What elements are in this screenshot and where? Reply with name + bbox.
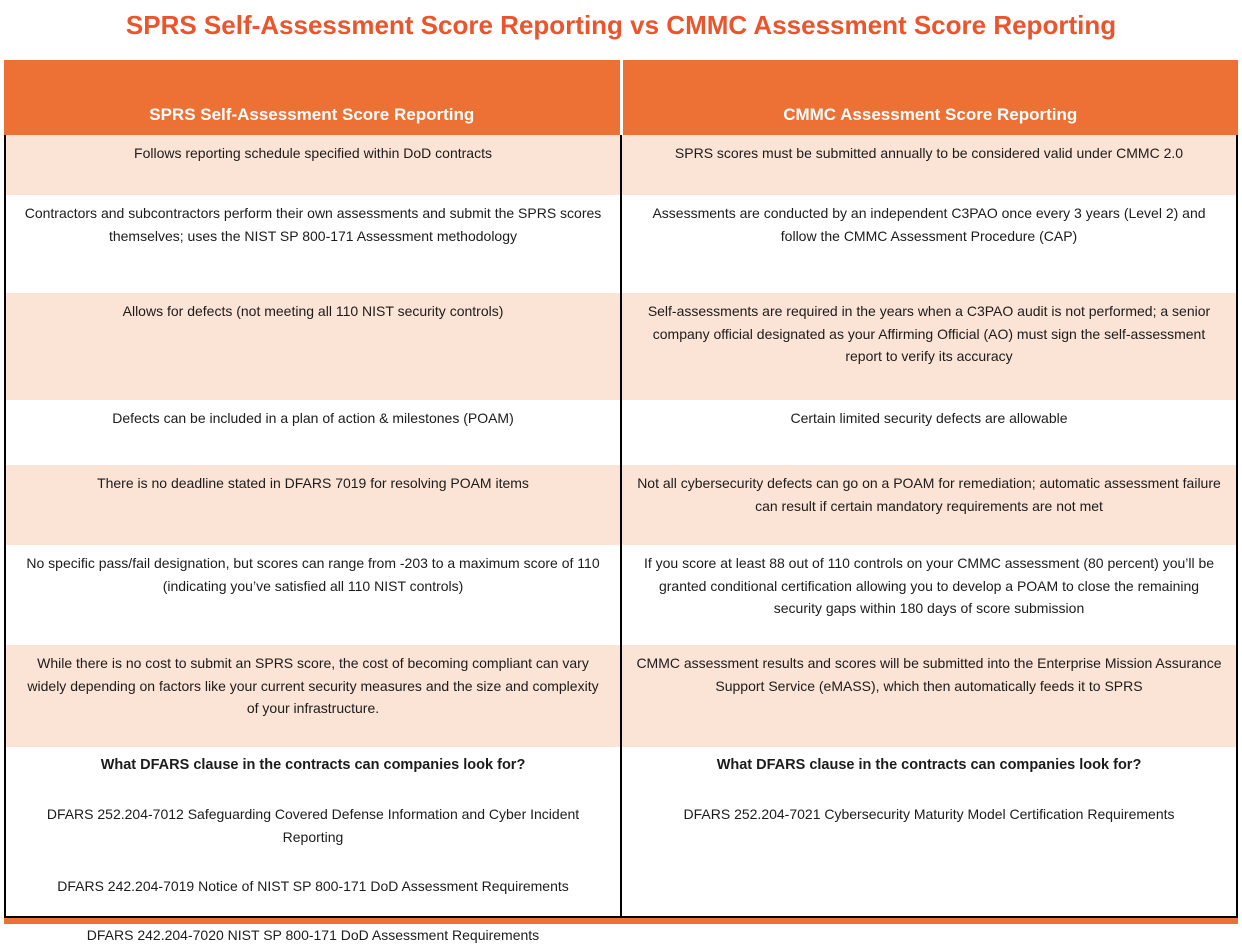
table-row: Follows reporting schedule specified wit… [6,135,1236,195]
dfars-clause: DFARS 252.204-7021 Cybersecurity Maturit… [636,803,1222,826]
cell-sprs-dfars: What DFARS clause in the contracts can c… [6,747,622,916]
cell-cmmc: If you score at least 88 out of 110 cont… [622,545,1236,645]
cell-cmmc: CMMC assessment results and scores will … [622,645,1236,747]
header-cell-cmmc: CMMC Assessment Score Reporting [623,60,1239,135]
dfars-question: What DFARS clause in the contracts can c… [20,754,606,777]
dfars-clause: DFARS 242.204-7019 Notice of NIST SP 800… [20,875,606,898]
table-row: Defects can be included in a plan of act… [6,400,1236,465]
cell-sprs: Follows reporting schedule specified wit… [6,135,622,195]
cell-cmmc: Assessments are conducted by an independ… [622,195,1236,293]
table-body: Follows reporting schedule specified wit… [4,135,1238,918]
page-title: SPRS Self-Assessment Score Reporting vs … [0,10,1242,41]
dfars-question: What DFARS clause in the contracts can c… [636,754,1222,777]
cell-sprs: Defects can be included in a plan of act… [6,400,622,465]
cell-cmmc: Certain limited security defects are all… [622,400,1236,465]
header-cell-sprs: SPRS Self-Assessment Score Reporting [4,60,620,135]
table-row: While there is no cost to submit an SPRS… [6,645,1236,747]
cell-cmmc: Not all cybersecurity defects can go on … [622,465,1236,545]
table-header-row: SPRS Self-Assessment Score Reporting CMM… [4,60,1238,135]
dfars-clause: DFARS 242.204-7020 NIST SP 800-171 DoD A… [20,924,606,946]
cell-sprs: Contractors and subcontractors perform t… [6,195,622,293]
table-footer-row: What DFARS clause in the contracts can c… [6,747,1236,916]
cell-sprs: Allows for defects (not meeting all 110 … [6,293,622,400]
cell-cmmc-dfars: What DFARS clause in the contracts can c… [622,747,1236,916]
cell-sprs: There is no deadline stated in DFARS 701… [6,465,622,545]
table-row: There is no deadline stated in DFARS 701… [6,465,1236,545]
cell-sprs: No specific pass/fail designation, but s… [6,545,622,645]
cell-sprs: While there is no cost to submit an SPRS… [6,645,622,747]
cell-cmmc: Self-assessments are required in the yea… [622,293,1236,400]
table-row: Contractors and subcontractors perform t… [6,195,1236,293]
cell-cmmc: SPRS scores must be submitted annually t… [622,135,1236,195]
comparison-table: SPRS Self-Assessment Score Reporting CMM… [4,60,1238,924]
table-row: Allows for defects (not meeting all 110 … [6,293,1236,400]
table-row: No specific pass/fail designation, but s… [6,545,1236,645]
dfars-clause: DFARS 252.204-7012 Safeguarding Covered … [20,803,606,848]
